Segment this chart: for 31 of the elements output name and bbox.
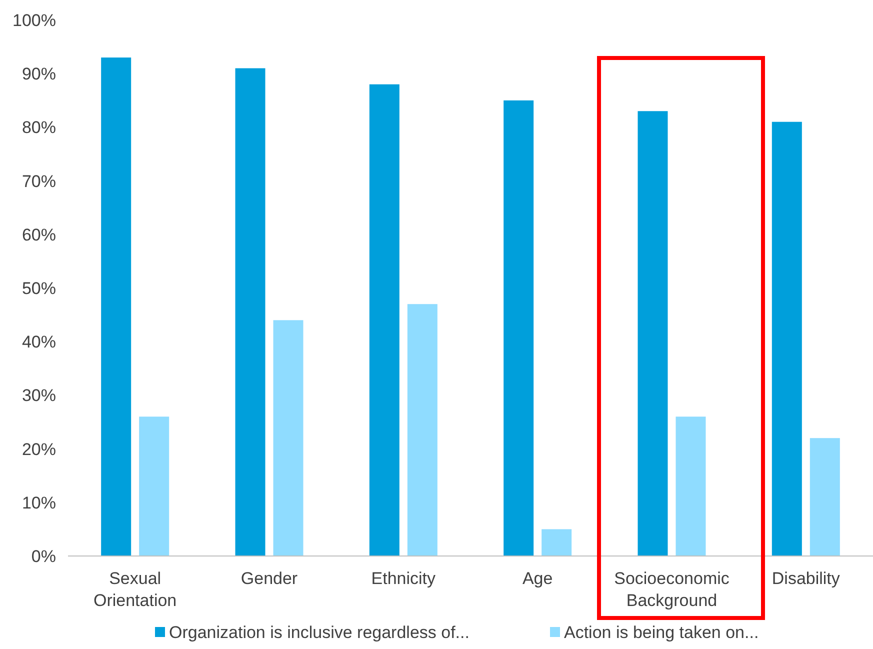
- y-tick-label: 70%: [22, 172, 56, 191]
- x-tick-label: Socioeconomic Background: [614, 569, 730, 610]
- bar: [139, 416, 170, 556]
- y-tick-label: 60%: [22, 225, 56, 244]
- y-tick-label: 90%: [22, 64, 56, 84]
- y-tick-label: 0%: [31, 546, 56, 566]
- bar: [369, 84, 400, 556]
- y-tick-label: 50%: [22, 278, 56, 298]
- bar: [810, 438, 840, 556]
- y-tick-label: 10%: [22, 493, 56, 512]
- x-tick-label: Sexual Orientation: [93, 569, 177, 610]
- x-tick-label: Ethnicity: [371, 569, 436, 588]
- bar: [101, 58, 132, 556]
- bar: [407, 304, 438, 556]
- bar: [504, 100, 534, 556]
- bar: [676, 416, 706, 556]
- legend-label: Organization is inclusive regardless of...: [169, 623, 470, 642]
- y-tick-label: 20%: [22, 440, 56, 459]
- x-tick-label: Age: [522, 569, 553, 588]
- y-tick-label: 40%: [22, 332, 56, 352]
- bar: [542, 529, 572, 556]
- y-tick-label: 100%: [12, 10, 56, 30]
- x-tick-label: Gender: [240, 569, 298, 588]
- bar: [273, 320, 304, 556]
- bar: [772, 122, 802, 556]
- bar: [638, 111, 668, 556]
- bar: [235, 68, 266, 556]
- y-tick-label: 80%: [22, 118, 56, 138]
- x-tick-label: Disability: [772, 569, 840, 588]
- legend-label: Action is being taken on...: [564, 623, 759, 642]
- y-tick-label: 30%: [22, 386, 56, 406]
